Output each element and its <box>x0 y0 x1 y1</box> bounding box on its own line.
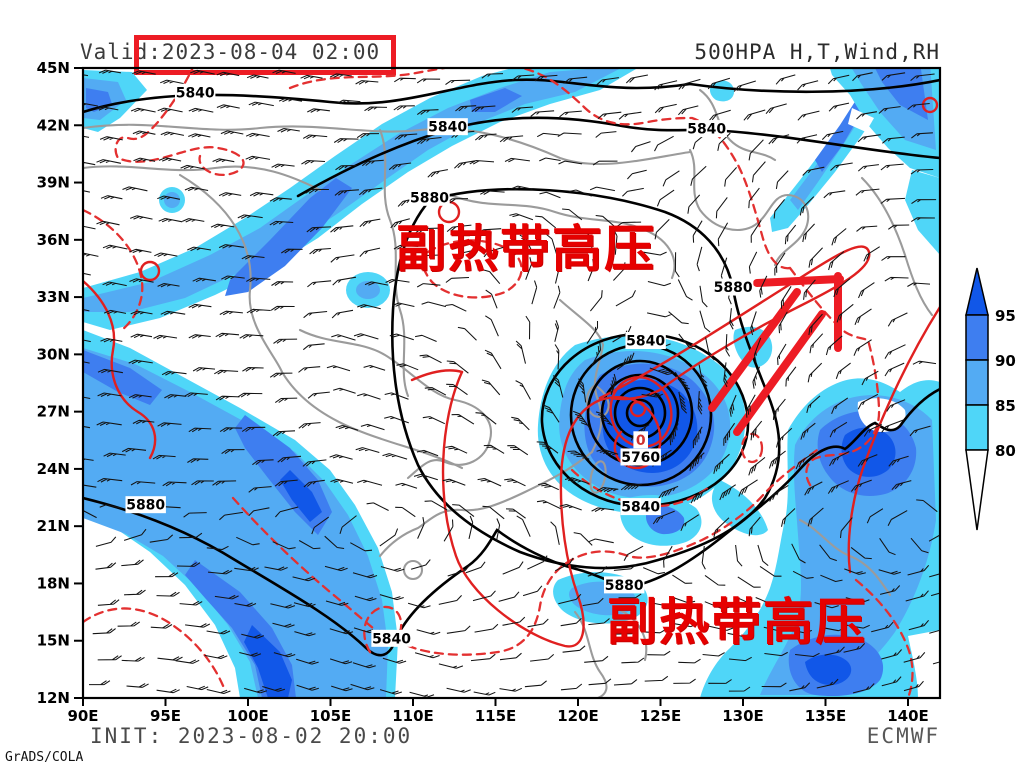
contour-label: 5840 <box>626 334 665 350</box>
wind-barbs-layer <box>83 69 940 698</box>
contour-label-box <box>604 576 645 594</box>
valid-time-highlight-box <box>134 35 396 75</box>
lon-tick-label: 130E <box>722 707 764 725</box>
rh-colorbar: 95 90 85 80 <box>965 267 1016 531</box>
lon-tick-label: 95E <box>150 707 181 725</box>
lon-tick-label: 135E <box>805 707 847 725</box>
init-time-label: INIT: 2023-08-02 20:00 <box>90 724 413 748</box>
colorbar-level-label: 85 <box>995 397 1016 415</box>
contour-label-box <box>175 83 216 101</box>
axes-layer: 12N 15N 18N 21N 24N 27N 30N 33N 36N 39N 42N 45N 90E 9… <box>37 59 929 725</box>
colorbar-level-label: 95 <box>995 307 1016 325</box>
lat-tick-label: 18N <box>37 574 70 592</box>
contour-label: 5880 <box>605 578 644 594</box>
lat-tick-label: 21N <box>37 517 70 535</box>
arrow-shaft-right <box>733 310 826 436</box>
contour-label: 5880 <box>126 498 165 514</box>
lat-tick-label: 27N <box>37 403 70 421</box>
lat-tick-label: 39N <box>37 174 70 192</box>
contour-label-box <box>620 448 661 466</box>
valid-time-label: Valid:2023-08-04 02:00 <box>80 40 381 64</box>
contour-label-box <box>409 188 450 206</box>
lat-tick-label: 24N <box>37 460 70 478</box>
lat-tick-label: 33N <box>37 288 70 306</box>
chart-title: 500HPA H,T,Wind,RH <box>694 40 940 64</box>
lat-tick-label: 30N <box>37 345 70 363</box>
lat-tick-label: 45N <box>37 59 70 77</box>
grads-credit-label: GrADS/COLA <box>5 750 84 765</box>
map-frame <box>81 66 942 700</box>
arrow-shaft-left <box>708 288 801 412</box>
lon-tick-label: 140E <box>887 707 929 725</box>
contour-label-box <box>371 629 412 647</box>
northeast-arrow-annotation <box>708 272 844 436</box>
lat-tick-label: 36N <box>37 231 70 249</box>
subtropical-high-annotation-1: 副热带高压 <box>396 220 656 278</box>
lat-tick-label: 42N <box>37 116 70 134</box>
map-boundaries-layer <box>83 88 934 698</box>
contour-label-box <box>686 120 727 138</box>
contour-label: 5760 <box>621 450 660 466</box>
contour-label-box <box>633 431 648 449</box>
contour-label: 5840 <box>176 85 215 101</box>
lat-tick-label: 15N <box>37 632 70 650</box>
rh-shading-layer <box>83 68 940 698</box>
lon-tick-label: 90E <box>67 707 98 725</box>
contour-label: 5840 <box>372 631 411 647</box>
contour-label: 0 <box>636 433 646 449</box>
model-label: ECMWF <box>866 724 940 748</box>
contour-label: 5880 <box>714 280 753 296</box>
arrow-head-top <box>753 275 844 287</box>
lon-tick-label: 110E <box>392 707 434 725</box>
temperature-contours-layer <box>83 68 914 698</box>
contour-label-box <box>712 278 754 296</box>
lon-tick-label: 115E <box>475 707 517 725</box>
contour-label-box <box>427 118 468 136</box>
subtropical-high-annotation-2: 副热带高压 <box>607 593 867 651</box>
lon-tick-label: 100E <box>227 707 269 725</box>
contour-label: 5840 <box>621 500 660 516</box>
contour-labels-layer: 5840 5840 5840 5880 5880 5840 5760 5840 5880 5880… <box>125 83 754 647</box>
lon-tick-label: 125E <box>640 707 682 725</box>
colorbar-level-label: 80 <box>995 442 1016 460</box>
contour-label-box <box>620 498 661 516</box>
colorbar-level-label: 90 <box>995 352 1016 370</box>
contour-label-box <box>625 332 666 349</box>
contour-label: 5840 <box>428 120 467 136</box>
lon-tick-label: 120E <box>557 707 599 725</box>
contour-label-box <box>125 496 166 514</box>
contour-label: 5840 <box>687 122 726 138</box>
lon-tick-label: 105E <box>310 707 352 725</box>
lat-tick-label: 12N <box>37 689 70 707</box>
contour-label: 5880 <box>410 190 449 206</box>
